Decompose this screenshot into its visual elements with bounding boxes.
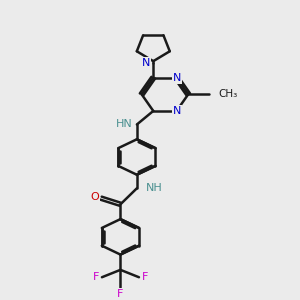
Text: NH: NH xyxy=(146,183,163,193)
Text: N: N xyxy=(172,73,181,83)
Text: CH₃: CH₃ xyxy=(218,89,237,99)
Text: N: N xyxy=(142,58,150,68)
Text: HN: HN xyxy=(116,119,132,130)
Text: F: F xyxy=(142,272,148,282)
Text: F: F xyxy=(117,289,124,299)
Text: O: O xyxy=(91,192,99,202)
Text: N: N xyxy=(172,106,181,116)
Text: F: F xyxy=(93,272,99,282)
